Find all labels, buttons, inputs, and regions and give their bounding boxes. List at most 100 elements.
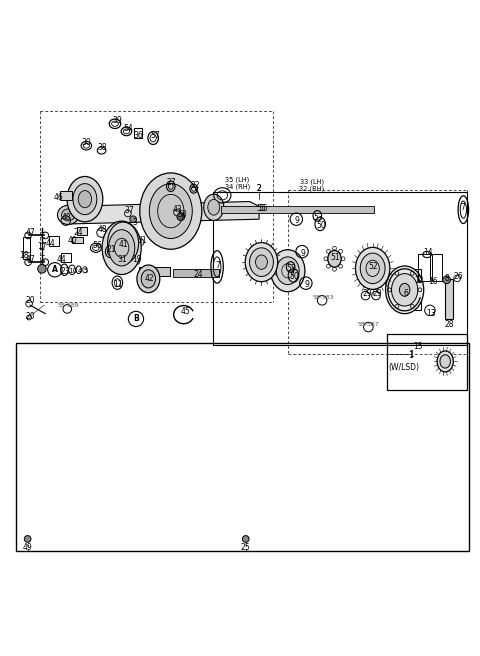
Polygon shape bbox=[68, 201, 259, 224]
Bar bbox=[61, 253, 71, 262]
Text: 26: 26 bbox=[453, 272, 463, 281]
Text: 1: 1 bbox=[409, 350, 414, 359]
Text: 31: 31 bbox=[117, 255, 127, 264]
Text: 53: 53 bbox=[287, 264, 297, 273]
Ellipse shape bbox=[276, 257, 299, 285]
Bar bbox=[221, 206, 373, 213]
Text: 16: 16 bbox=[429, 277, 438, 286]
Text: 45: 45 bbox=[181, 307, 191, 316]
Text: 47: 47 bbox=[25, 228, 35, 237]
Ellipse shape bbox=[141, 270, 156, 288]
Text: A: A bbox=[52, 265, 58, 274]
Text: 14: 14 bbox=[423, 248, 433, 257]
Bar bbox=[173, 270, 218, 277]
Text: 24: 24 bbox=[74, 228, 84, 237]
Bar bbox=[387, 334, 467, 390]
Circle shape bbox=[242, 535, 249, 543]
Ellipse shape bbox=[440, 355, 450, 368]
Text: 48: 48 bbox=[98, 225, 108, 234]
Text: 19: 19 bbox=[132, 255, 142, 264]
Text: 52: 52 bbox=[369, 262, 378, 272]
Circle shape bbox=[130, 216, 136, 222]
Ellipse shape bbox=[399, 283, 410, 297]
Text: 20: 20 bbox=[25, 312, 35, 321]
Text: 12: 12 bbox=[414, 276, 424, 285]
Text: 44: 44 bbox=[57, 255, 67, 264]
Text: 2: 2 bbox=[257, 184, 262, 193]
Bar bbox=[418, 254, 430, 281]
Text: 21: 21 bbox=[107, 245, 116, 255]
Bar bbox=[445, 279, 453, 319]
Circle shape bbox=[443, 276, 450, 283]
Bar bbox=[16, 343, 469, 551]
Ellipse shape bbox=[392, 274, 418, 306]
Ellipse shape bbox=[108, 222, 139, 264]
Text: 53: 53 bbox=[313, 213, 323, 222]
Text: 48: 48 bbox=[61, 213, 71, 222]
Ellipse shape bbox=[78, 190, 92, 208]
Text: 38: 38 bbox=[98, 143, 108, 152]
Circle shape bbox=[24, 535, 31, 543]
Bar bbox=[432, 254, 442, 281]
Text: (W/LSD): (W/LSD) bbox=[388, 363, 419, 372]
Ellipse shape bbox=[102, 221, 141, 275]
Text: 47: 47 bbox=[25, 255, 35, 264]
Text: 50: 50 bbox=[316, 221, 326, 230]
Ellipse shape bbox=[360, 253, 385, 283]
Bar bbox=[49, 236, 59, 246]
Text: 35 (LH): 35 (LH) bbox=[225, 177, 249, 183]
Text: 36: 36 bbox=[133, 131, 143, 140]
Text: 39: 39 bbox=[112, 116, 122, 125]
Circle shape bbox=[37, 264, 46, 273]
Text: B: B bbox=[133, 314, 139, 323]
Text: 58-583: 58-583 bbox=[312, 295, 334, 300]
Text: 13: 13 bbox=[426, 309, 436, 318]
Text: 34 (RH): 34 (RH) bbox=[225, 184, 250, 190]
Text: 29: 29 bbox=[372, 289, 382, 298]
Ellipse shape bbox=[250, 248, 274, 276]
Ellipse shape bbox=[137, 265, 160, 293]
Ellipse shape bbox=[58, 205, 79, 224]
Ellipse shape bbox=[67, 176, 103, 222]
Bar bbox=[139, 268, 170, 276]
Text: 57: 57 bbox=[150, 131, 160, 140]
Text: 42: 42 bbox=[144, 274, 154, 283]
Ellipse shape bbox=[149, 184, 192, 239]
Ellipse shape bbox=[271, 250, 305, 292]
Bar bbox=[24, 237, 30, 259]
Bar bbox=[395, 270, 421, 310]
Text: 33 (LH): 33 (LH) bbox=[300, 178, 324, 185]
Text: 5: 5 bbox=[84, 268, 88, 274]
Text: 20: 20 bbox=[25, 296, 35, 305]
Text: 10: 10 bbox=[69, 268, 77, 274]
Ellipse shape bbox=[385, 266, 424, 314]
Text: 56: 56 bbox=[92, 241, 102, 250]
Text: 6: 6 bbox=[404, 289, 408, 298]
Ellipse shape bbox=[61, 209, 75, 221]
Bar bbox=[77, 228, 87, 235]
Bar bbox=[60, 190, 72, 200]
Text: 49: 49 bbox=[23, 543, 33, 552]
Text: 30: 30 bbox=[81, 138, 91, 148]
Ellipse shape bbox=[73, 184, 97, 215]
Ellipse shape bbox=[245, 243, 278, 281]
Text: 3: 3 bbox=[132, 218, 137, 226]
Text: 58-589: 58-589 bbox=[57, 303, 79, 308]
Text: 15: 15 bbox=[413, 342, 422, 351]
Circle shape bbox=[177, 213, 185, 220]
Text: 1: 1 bbox=[408, 351, 413, 360]
Bar bbox=[134, 127, 142, 138]
Ellipse shape bbox=[204, 194, 224, 220]
Text: 28: 28 bbox=[444, 319, 454, 329]
Text: 7: 7 bbox=[460, 203, 465, 213]
Text: 9: 9 bbox=[304, 279, 309, 289]
Ellipse shape bbox=[208, 199, 220, 215]
Text: 32 (RH): 32 (RH) bbox=[299, 186, 324, 192]
Text: 25: 25 bbox=[241, 543, 251, 552]
Text: 18: 18 bbox=[19, 251, 29, 260]
Ellipse shape bbox=[140, 173, 202, 249]
Text: 9: 9 bbox=[295, 216, 300, 225]
Bar bbox=[72, 237, 83, 243]
Text: 29: 29 bbox=[362, 289, 372, 298]
Text: 31: 31 bbox=[137, 236, 147, 245]
